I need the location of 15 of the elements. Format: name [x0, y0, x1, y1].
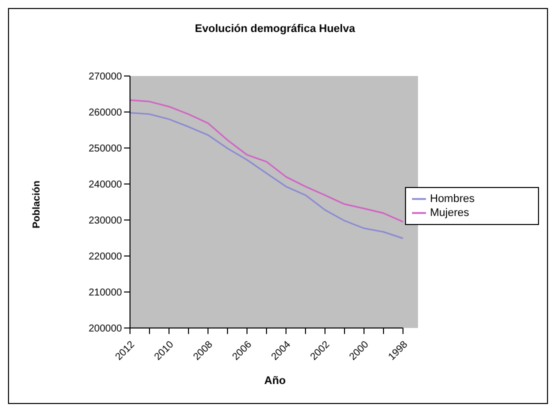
- legend-label: Mujeres: [430, 206, 470, 219]
- y-tick-label: 200000: [88, 324, 122, 335]
- x-axis-title: Año: [263, 375, 287, 387]
- y-tick-label: 230000: [88, 216, 122, 227]
- line-series: [129, 112, 404, 240]
- y-tick-label: 240000: [88, 180, 122, 191]
- y-axis-title: Población: [32, 180, 43, 228]
- line-series: [129, 99, 404, 223]
- legend-label: Hombres: [430, 192, 475, 205]
- y-tick-label: 210000: [88, 288, 122, 299]
- y-tick-label: 260000: [88, 108, 122, 119]
- chart-title: Evolución demográfica Huelva: [194, 23, 356, 35]
- y-tick-label: 270000: [88, 72, 122, 83]
- y-tick-label: 250000: [88, 144, 122, 155]
- y-tick-label: 220000: [88, 252, 122, 263]
